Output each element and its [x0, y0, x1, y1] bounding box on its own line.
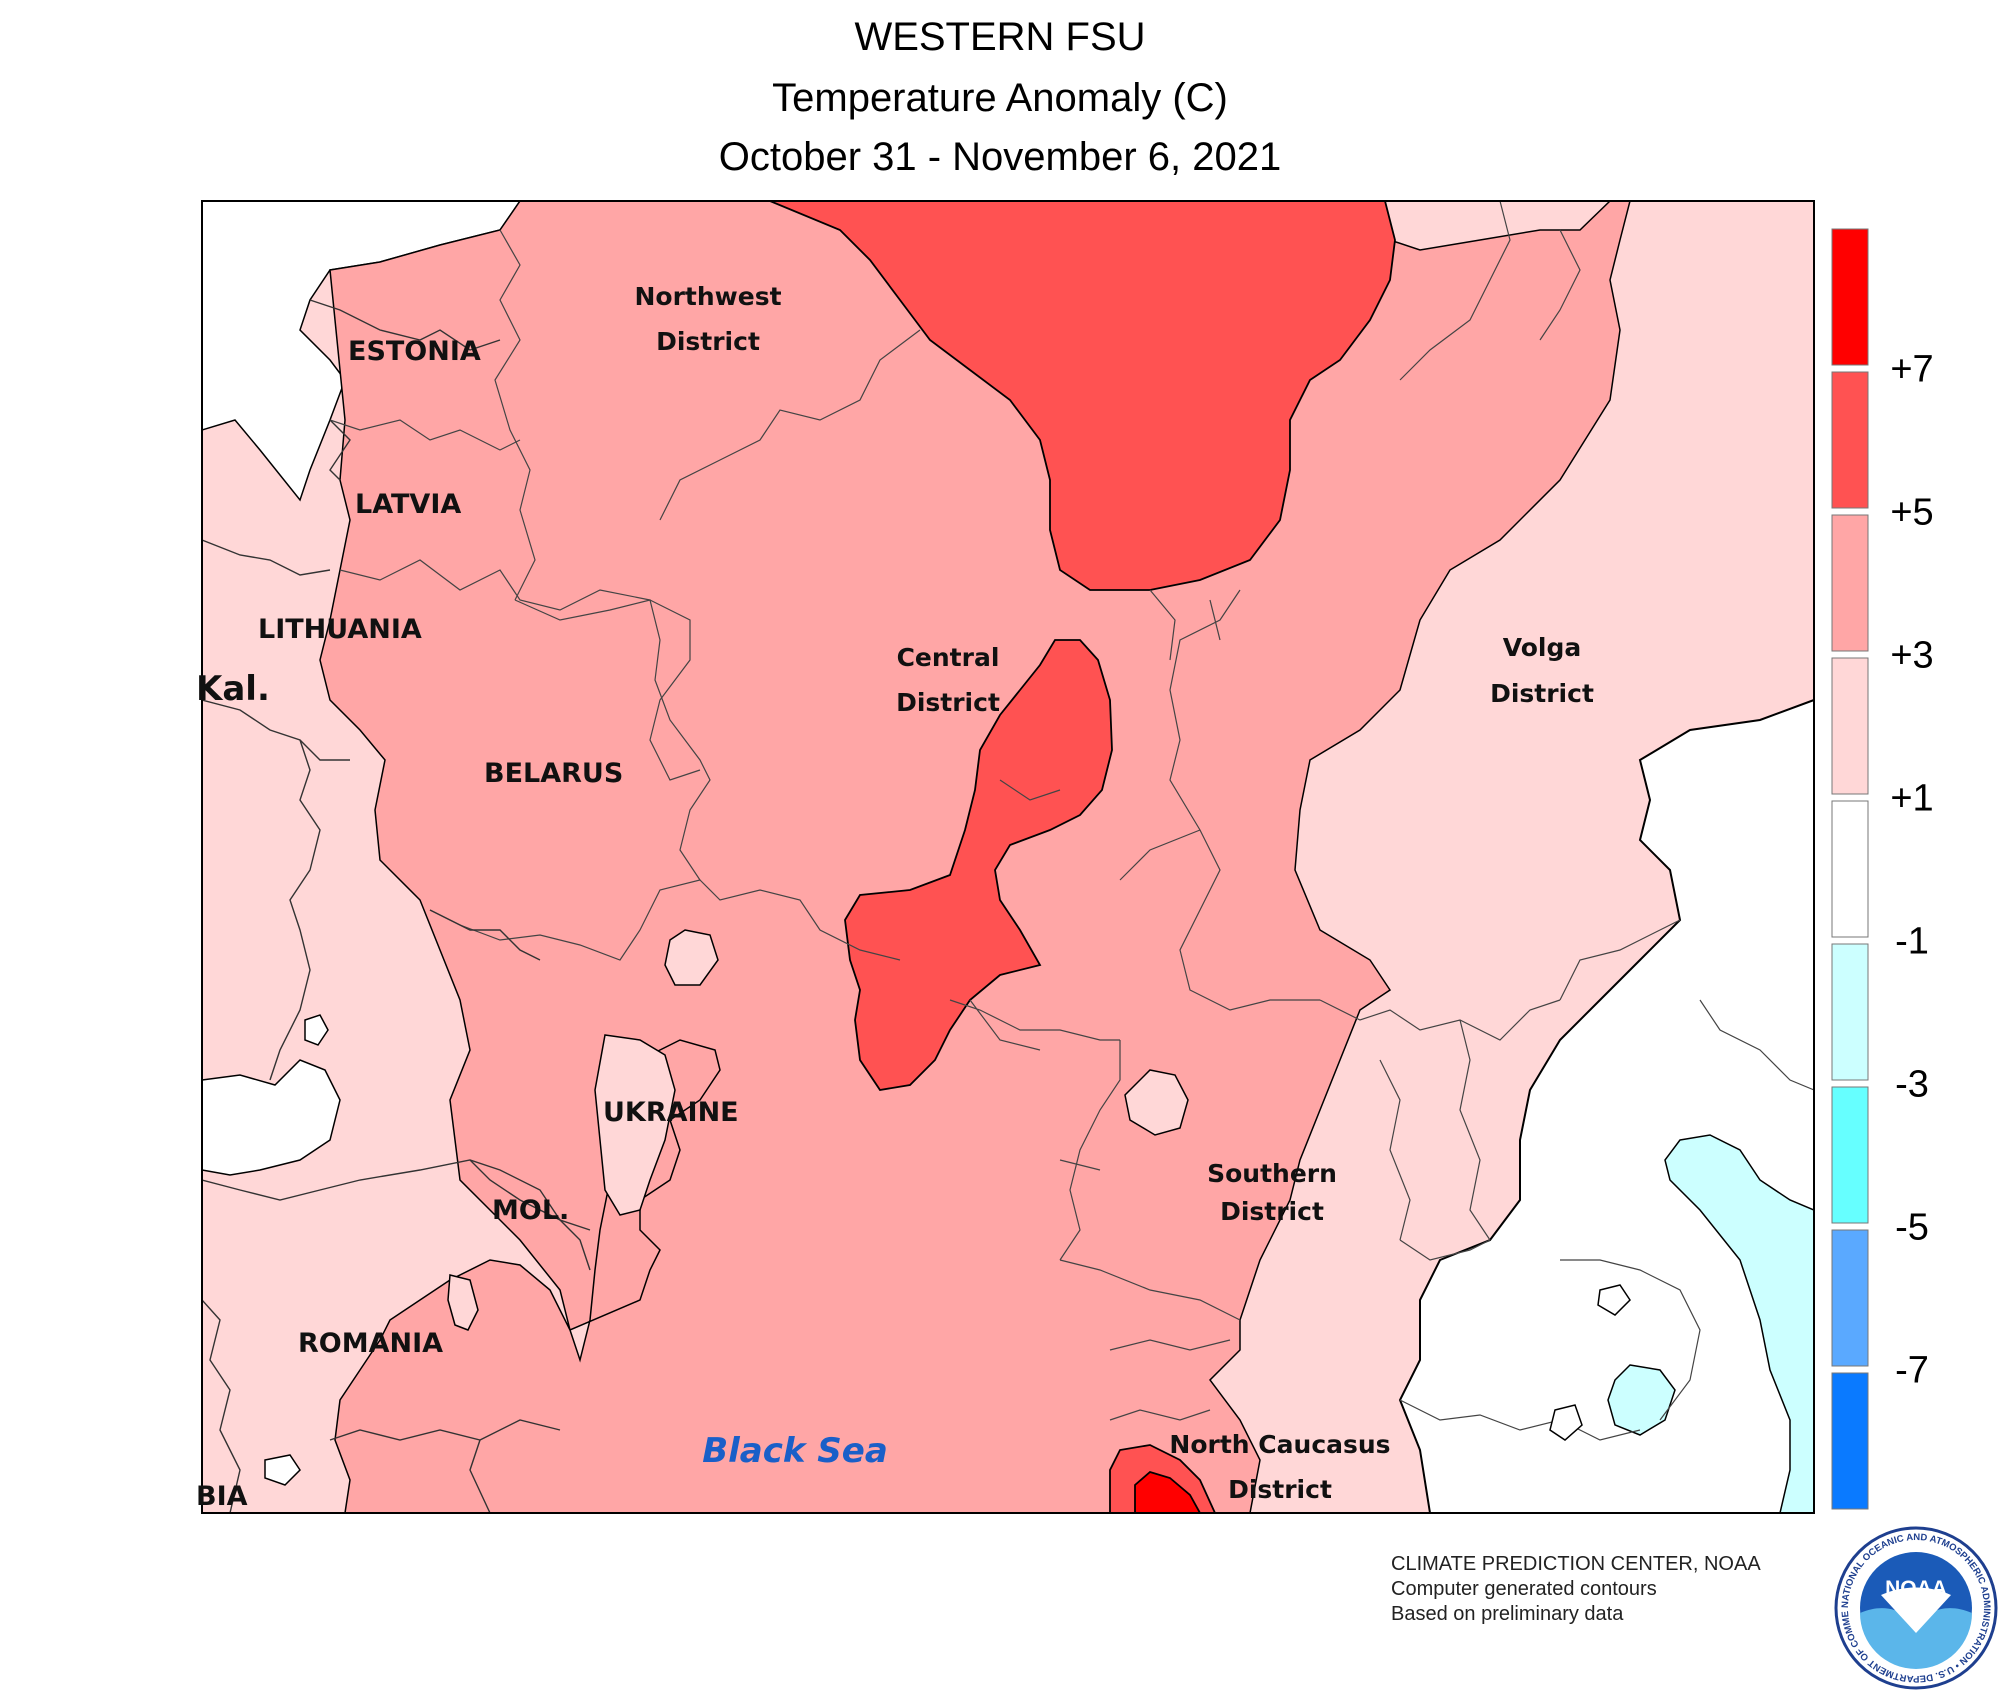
label-north-caucasus-line2: District [1228, 1475, 1332, 1504]
label-southern-line2: District [1220, 1197, 1324, 1226]
label-lithuania: LITHUANIA [258, 614, 422, 645]
legend-tick-label: +5 [1890, 492, 1933, 534]
legend-tick-label: -1 [1895, 921, 1929, 963]
label-serbia-partial: BIA [196, 1481, 248, 1512]
legend-tick-label: +3 [1890, 635, 1933, 677]
legend-swatch-6 [1831, 1086, 1869, 1224]
color-legend: +7 +5 +3 +1 -1 -3 -5 -7 [1831, 228, 1934, 1510]
legend-tick-label: +1 [1890, 778, 1933, 820]
logo-text: NOAA [1885, 1577, 1947, 1600]
label-volga-line1: Volga [1503, 633, 1582, 662]
contour-romania-pocket [447, 1274, 479, 1331]
legend-tick-label: -3 [1895, 1064, 1929, 1106]
label-central-line2: District [896, 688, 1000, 717]
label-volga-line2: District [1490, 679, 1594, 708]
legend-swatch-4 [1831, 800, 1869, 938]
label-northwest-line2: District [656, 327, 760, 356]
label-moldova: MOL. [492, 1195, 569, 1226]
credit-line-data: Based on preliminary data [1391, 1603, 1624, 1625]
label-romania: ROMANIA [298, 1328, 443, 1359]
legend-tick-label: -7 [1895, 1350, 1929, 1392]
legend-tick-label: +7 [1890, 349, 1933, 391]
admin-borders [329, 201, 1814, 1441]
contour-kharkiv-pocket [664, 929, 719, 986]
legend-swatch-1 [1831, 371, 1869, 509]
map-variable: Temperature Anomaly (C) [772, 76, 1228, 120]
map-frame [201, 200, 1815, 1514]
contour-rostov-pocket [1124, 1069, 1189, 1136]
contour-minus1-caspian [1607, 1364, 1676, 1436]
credits-block: CLIMATE PREDICTION CENTER, NOAA Computer… [1391, 1552, 1761, 1627]
legend-swatch-3 [1831, 657, 1869, 795]
legend-swatch-8 [1831, 1372, 1869, 1510]
contour-west-white [202, 1059, 341, 1176]
country-borders [202, 299, 591, 1513]
label-belarus: BELARUS [484, 758, 623, 789]
district-labels: Northwest District Central District Volg… [634, 282, 1593, 1504]
legend-swatch-0 [1831, 228, 1869, 366]
credit-line-contours: Computer generated contours [1391, 1578, 1657, 1600]
legend-swatch-2 [1831, 514, 1869, 652]
label-northwest-line1: Northwest [634, 282, 781, 311]
label-estonia: ESTONIA [348, 336, 481, 367]
label-southern-line1: Southern [1207, 1159, 1337, 1188]
credit-line-agency: CLIMATE PREDICTION CENTER, NOAA [1391, 1553, 1761, 1575]
label-ukraine: UKRAINE [603, 1097, 739, 1128]
contour-east-white [1398, 698, 1814, 1513]
small-features [264, 1014, 1631, 1486]
label-kaliningrad: Kal. [196, 669, 270, 709]
label-latvia: LATVIA [355, 489, 461, 520]
label-black-sea: Black Sea [702, 1431, 888, 1471]
contour-plus7-caucasus [1134, 1470, 1202, 1513]
noaa-logo: NATIONAL OCEANIC AND ATMOSPHERIC ADMINIS… [1833, 1525, 1998, 1690]
legend-tick-label: -5 [1895, 1207, 1929, 1249]
contour-plus5-central [844, 639, 1113, 1091]
label-central-line1: Central [897, 643, 1000, 672]
country-labels: ESTONIA LATVIA LITHUANIA Kal. BELARUS UK… [196, 336, 739, 1512]
contour-ukraine-pocket [594, 1034, 676, 1216]
map-period: October 31 - November 6, 2021 [718, 135, 1282, 179]
legend-swatch-7 [1831, 1229, 1869, 1367]
contour-minus1-east [1664, 1134, 1814, 1513]
map-contours [202, 201, 1814, 1513]
label-north-caucasus-line1: North Caucasus [1169, 1430, 1390, 1459]
legend-swatch-5 [1831, 943, 1869, 1081]
map-title: WESTERN FSU [854, 15, 1146, 59]
